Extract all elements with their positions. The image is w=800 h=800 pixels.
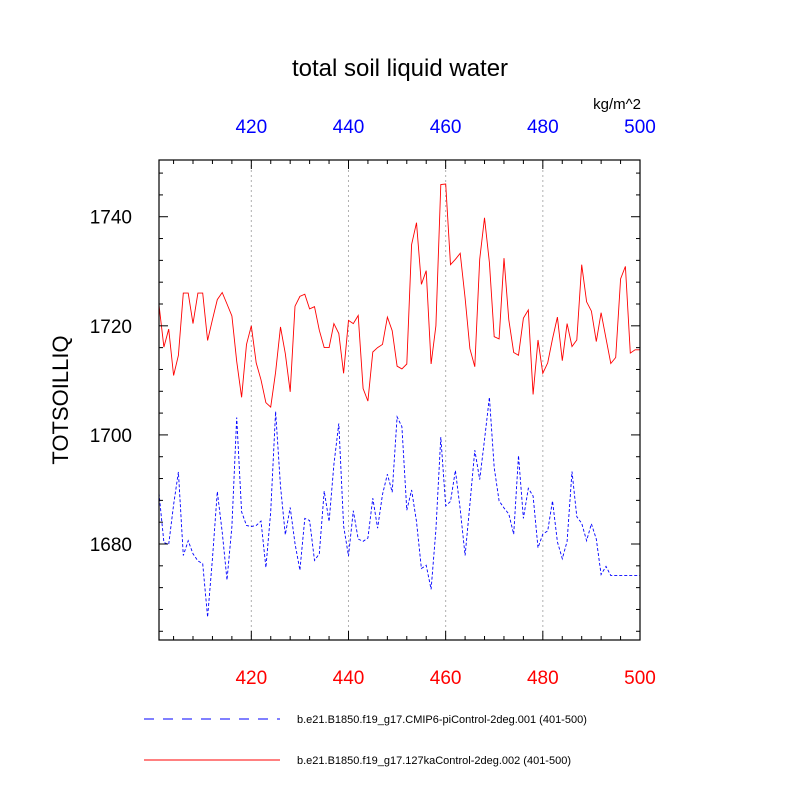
legend-label-2: b.e21.B1850.f19_g17.127kaControl-2deg.00… — [297, 755, 571, 767]
x-tick-label-bottom: 460 — [430, 668, 462, 689]
legend-label-1: b.e21.B1850.f19_g17.CMIP6-piControl-2deg… — [297, 714, 587, 726]
y-tick-label: 1700 — [90, 426, 132, 447]
x-tick-label-top: 440 — [333, 117, 365, 138]
plot-frame — [158, 159, 641, 641]
chart-title: total soil liquid water — [292, 55, 508, 82]
x-tick-label-bottom: 440 — [333, 668, 365, 689]
x-tick-label-top: 480 — [527, 117, 559, 138]
x-tick-label-top: 500 — [624, 117, 656, 138]
y-tick-label: 1740 — [90, 208, 132, 229]
y-tick-label: 1680 — [90, 535, 132, 556]
y-axis-label: TOTSOILLIQ — [48, 335, 73, 464]
x-tick-label-top: 420 — [235, 117, 267, 138]
axes: 420 440 460 480 500 420 440 460 480 500 1680 1700 17… — [90, 117, 656, 689]
x-tick-label-top: 460 — [430, 117, 462, 138]
plot-series — [158, 183, 640, 618]
series-line-1 — [158, 397, 640, 618]
x-tick-label-bottom: 480 — [527, 668, 559, 689]
x-tick-label-bottom: 500 — [624, 668, 656, 689]
units-label: kg/m^2 — [593, 96, 641, 113]
series-line-2 — [158, 183, 640, 409]
grid-lines — [250, 160, 544, 640]
x-tick-label-bottom: 420 — [235, 668, 267, 689]
y-tick-label: 1720 — [90, 317, 132, 338]
legend: b.e21.B1850.f19_g17.CMIP6-piControl-2deg… — [144, 714, 587, 767]
